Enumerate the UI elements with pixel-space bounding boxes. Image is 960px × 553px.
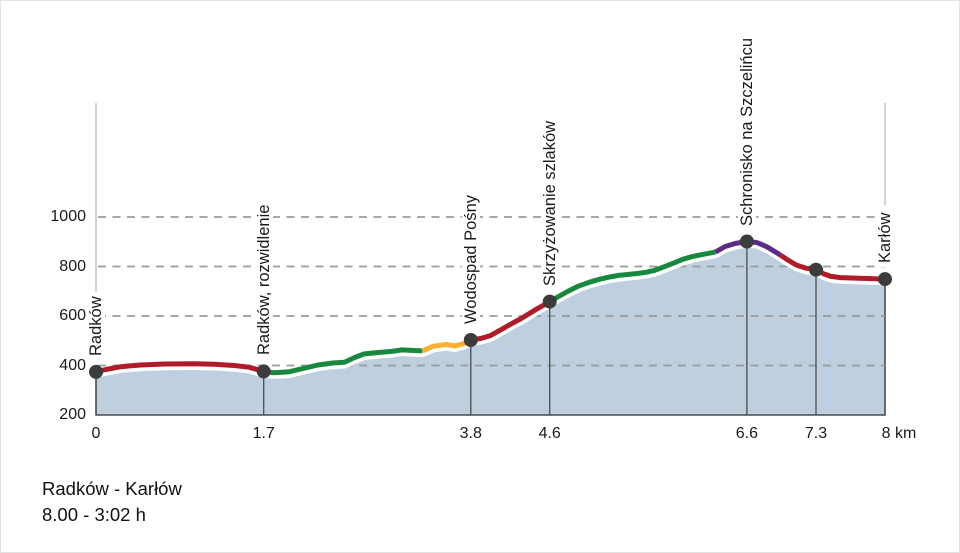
waypoint-dot-0	[89, 364, 103, 379]
waypoint-dot-6.6	[739, 234, 754, 249]
trail-segment-green	[263, 347, 423, 376]
terrain-area	[95, 244, 886, 416]
trail-segment-red	[470, 299, 551, 343]
waypoint-dot-3.8	[463, 333, 478, 347]
trail-segment-red	[779, 253, 886, 282]
waypoint-dot-4.6	[542, 294, 557, 309]
waypoint-dot-1.7	[256, 364, 271, 379]
trail-segment-red	[95, 361, 265, 375]
trail-segment-green	[548, 249, 716, 304]
waypoint-dot-7.3	[809, 262, 823, 277]
waypoint-dot-8	[878, 272, 892, 287]
